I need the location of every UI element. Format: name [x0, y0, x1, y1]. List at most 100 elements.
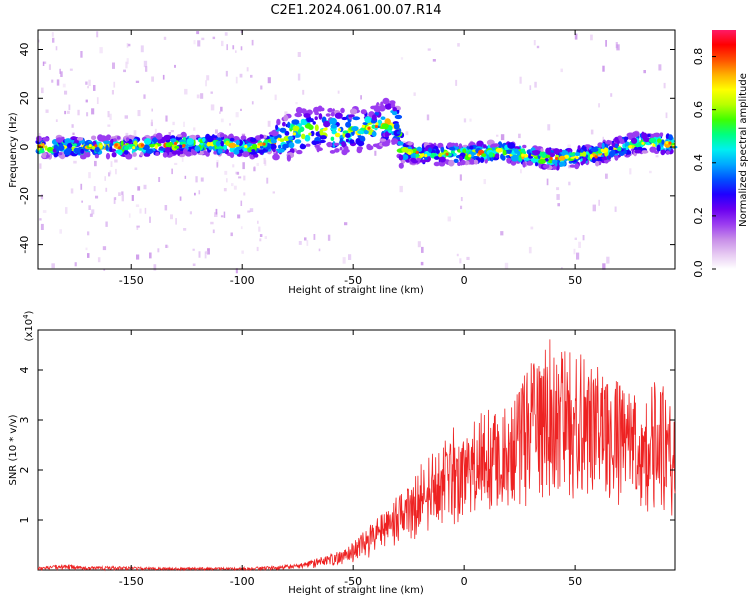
spectrogram-cell [80, 148, 85, 154]
spectrogram-cell [479, 157, 485, 163]
spectrogram-cell [352, 116, 361, 121]
spectrogram-cell [552, 165, 557, 170]
spectrogram-cell [492, 143, 500, 147]
spectrogram-cell [85, 152, 91, 158]
spectrogram-cell [251, 149, 256, 153]
spectrogram-peak [94, 144, 98, 148]
spectrogram-cell [125, 137, 130, 142]
spectrogram-cell [225, 140, 230, 146]
spectrogram-peak [468, 154, 472, 158]
spectrogram-speckle [74, 262, 77, 267]
spectrogram-cell [410, 157, 416, 163]
spectrogram-peak [174, 141, 178, 146]
spectrogram-ytick-label: -20 [18, 187, 31, 205]
spectrogram-cell [614, 143, 619, 149]
spectrogram-speckle [520, 169, 522, 174]
spectrogram-speckle [181, 157, 184, 162]
spectrogram-cell [351, 126, 359, 132]
spectrogram-speckle [136, 227, 139, 230]
spectrogram-speckle [243, 192, 246, 196]
spectrogram-speckle [237, 214, 241, 219]
spectrogram-cell [272, 153, 280, 161]
spectrogram-peak [575, 156, 579, 160]
spectrogram-speckle [459, 258, 462, 264]
spectrogram-cell [342, 130, 349, 134]
spectrogram-speckle [236, 171, 240, 175]
colorbar-tick-label: 0.6 [692, 101, 705, 119]
spectrogram-speckle [171, 168, 173, 175]
spectrogram-speckle [87, 85, 89, 89]
spectrogram-speckle [643, 70, 646, 74]
spectrogram-cell [38, 149, 45, 154]
spectrogram-cell [545, 147, 551, 154]
spectrogram-cell [428, 147, 432, 153]
spectrogram-cell [424, 156, 428, 160]
spectrogram-ytick-label: 20 [18, 91, 31, 105]
spectrogram-speckle [250, 74, 253, 78]
spectrogram-cell [668, 134, 673, 141]
spectrogram-speckle [220, 106, 223, 112]
spectrogram-cell [495, 147, 503, 153]
spectrogram-speckle [125, 61, 128, 69]
spectrogram-speckle [614, 206, 617, 212]
spectrogram-peak [337, 128, 342, 132]
colorbar-tick-label: 0.0 [692, 260, 705, 278]
spectrogram-speckle [598, 103, 600, 108]
spectrogram-speckle [113, 81, 116, 88]
spectrogram-cell [617, 146, 622, 152]
spectrogram-cell [469, 145, 474, 150]
colorbar-tick-label: 0.8 [692, 48, 705, 66]
spectrogram-speckle [466, 256, 470, 260]
spectrogram-speckle [483, 179, 486, 185]
spectrogram-cell [325, 113, 331, 117]
spectrogram-cell [206, 135, 214, 143]
spectrogram-cell [632, 131, 640, 138]
spectrogram-speckle [251, 101, 254, 105]
spectrogram-speckle [85, 247, 88, 251]
spectrogram-peak [555, 156, 559, 161]
spectrogram-speckle [302, 89, 305, 95]
spectrogram-cell [109, 143, 113, 147]
spectrogram-speckle [99, 47, 103, 54]
spectrogram-cell [345, 121, 352, 128]
spectrogram-speckle [256, 163, 259, 166]
spectrogram-cell [287, 135, 294, 141]
spectrogram-peak [99, 144, 103, 148]
spectrogram-speckle [246, 67, 249, 72]
spectrogram-speckle [469, 118, 472, 122]
spectrogram-speckle [39, 218, 42, 221]
spectrogram-speckle [197, 40, 201, 47]
spectrogram-speckle [42, 210, 47, 213]
spectrogram-speckle [196, 94, 200, 99]
spectrogram-cell [453, 158, 459, 163]
spectrogram-speckle [184, 88, 188, 95]
spectrogram-speckle [214, 212, 218, 217]
spectrogram-cell [235, 146, 242, 151]
spectrogram-peak [549, 156, 553, 161]
spectrogram-cell [332, 141, 336, 148]
spectrogram-speckle [463, 118, 467, 123]
spectrogram-cell [581, 146, 587, 150]
spectrogram-cell [552, 148, 560, 155]
spectrogram-speckle [590, 129, 594, 135]
spectrogram-xtick-label: 0 [461, 274, 468, 287]
spectrogram-cell [510, 154, 519, 162]
spectrogram-speckle [606, 256, 610, 264]
spectrogram-speckle [530, 226, 534, 230]
spectrogram-speckle [241, 154, 243, 158]
spectrogram-speckle [247, 210, 251, 213]
spectrogram-speckle [598, 199, 600, 206]
spectrogram-speckle [48, 64, 51, 70]
spectrogram-cell [326, 141, 333, 148]
spectrogram-speckle [229, 123, 231, 126]
spectrogram-speckle [455, 79, 458, 86]
spectrogram-cell [240, 135, 247, 141]
spectrogram-cell [300, 118, 306, 124]
spectrogram-cell [120, 140, 124, 147]
spectrogram-cell [73, 147, 81, 154]
spectrogram-speckle [95, 195, 99, 199]
spectrogram-speckle [210, 221, 214, 225]
spectrogram-speckle [243, 175, 246, 181]
spectrogram-speckle [420, 261, 424, 266]
spectrogram-cell [349, 108, 358, 115]
